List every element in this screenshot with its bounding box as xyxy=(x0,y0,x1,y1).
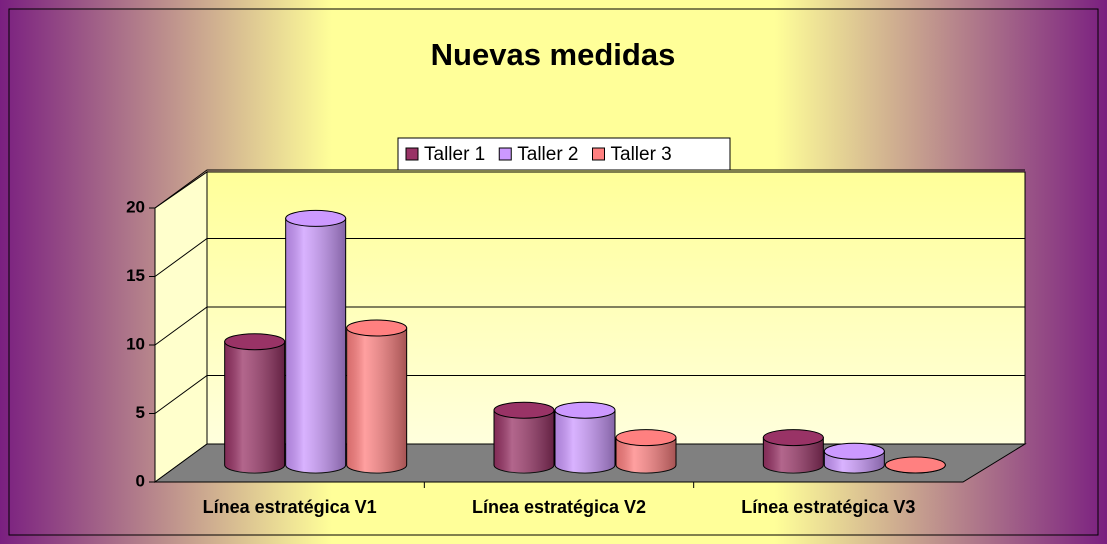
cylinder-shade xyxy=(616,437,676,473)
legend-label: Taller 2 xyxy=(517,144,578,165)
y-tick-label: 15 xyxy=(126,266,145,285)
y-tick-label: 0 xyxy=(136,471,145,490)
x-tick-label: Línea estratégica V3 xyxy=(741,497,915,517)
legend-label: Taller 3 xyxy=(611,144,672,165)
y-tick-label: 10 xyxy=(126,334,145,353)
cylinder-top xyxy=(224,333,286,351)
cylinder-top xyxy=(762,429,824,447)
grid-line xyxy=(154,238,1025,277)
legend-swatch xyxy=(405,147,419,161)
side-wall xyxy=(154,171,208,483)
x-tick-label: Línea estratégica V2 xyxy=(472,497,646,517)
cylinder-shade xyxy=(224,341,285,473)
grid-line xyxy=(154,375,1025,414)
cylinder-top xyxy=(554,401,616,419)
y-tick-label: 20 xyxy=(126,197,145,216)
chart-title: Nuevas medidas xyxy=(431,37,676,72)
cylinder-shade xyxy=(555,410,615,473)
cylinder-top xyxy=(346,319,408,337)
cylinder-shade xyxy=(346,328,407,473)
cylinder-top xyxy=(884,456,946,474)
cylinder-top xyxy=(285,209,347,227)
legend-label: Taller 1 xyxy=(424,144,485,165)
legend xyxy=(397,137,731,171)
legend-swatch xyxy=(498,147,512,161)
x-tick-label: Línea estratégica V1 xyxy=(203,497,377,517)
cylinder-shade xyxy=(494,410,554,473)
cylinder-top xyxy=(823,442,885,460)
legend-swatch xyxy=(592,147,605,161)
cylinder-shade xyxy=(285,218,346,473)
frame xyxy=(8,8,1099,536)
grid-line xyxy=(154,169,1025,209)
grid-line xyxy=(154,306,1025,346)
y-tick-label: 5 xyxy=(136,403,145,422)
cylinder-shade xyxy=(763,437,824,473)
cylinder-top xyxy=(493,401,555,419)
cylinder-top xyxy=(615,429,677,447)
